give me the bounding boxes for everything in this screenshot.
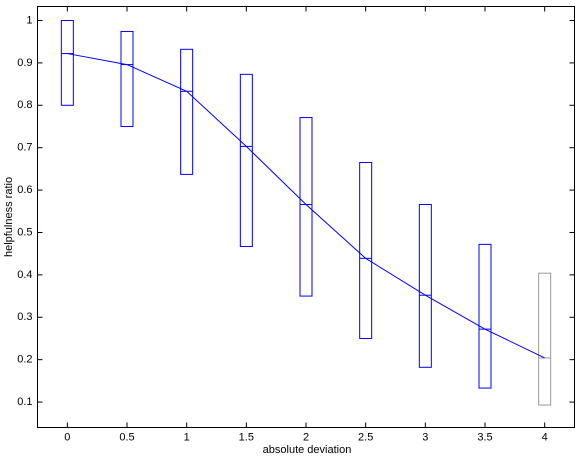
y-tick-label: 0.8 — [17, 99, 32, 111]
x-tick-label: 4 — [542, 431, 548, 443]
x-tick-label: 1.5 — [239, 431, 254, 443]
box — [538, 272, 552, 406]
box — [418, 203, 432, 368]
x-tick-label: 2.5 — [358, 431, 373, 443]
box — [239, 73, 253, 247]
box — [120, 31, 134, 127]
x-tick-label: 3 — [422, 431, 428, 443]
y-tick-label: 0.2 — [17, 354, 32, 366]
box — [478, 243, 492, 389]
box — [60, 19, 74, 106]
y-tick-label: 0.3 — [17, 311, 32, 323]
y-tick-label: 1 — [26, 14, 32, 26]
x-tick-label: 3.5 — [477, 431, 492, 443]
y-axis-label: helpfulness ratio — [3, 177, 15, 257]
y-tick-label: 0.1 — [17, 396, 32, 408]
plot-frame — [37, 6, 575, 428]
y-tick-label: 0.7 — [17, 142, 32, 154]
box — [180, 48, 194, 175]
x-axis-label: absolute deviation — [263, 444, 352, 456]
box — [359, 162, 373, 339]
x-tick-label: 1 — [184, 431, 190, 443]
y-tick-label: 0.4 — [17, 269, 32, 281]
y-tick-label: 0.5 — [17, 226, 32, 238]
x-tick-label: 0.5 — [119, 431, 134, 443]
x-tick-label: 0 — [64, 431, 70, 443]
median-line — [67, 53, 545, 359]
x-tick-label: 2 — [303, 431, 309, 443]
y-tick-label: 0.9 — [17, 57, 32, 69]
y-tick-label: 0.6 — [17, 184, 32, 196]
box — [299, 117, 313, 297]
